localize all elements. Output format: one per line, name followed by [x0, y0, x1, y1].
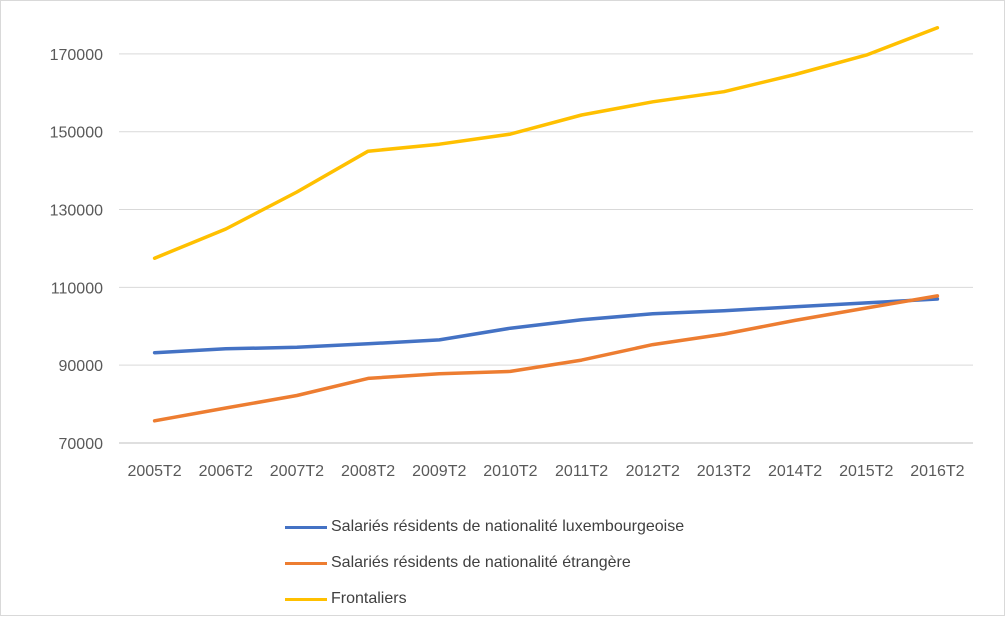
y-tick-label: 170000: [50, 47, 103, 64]
gridlines: [119, 53, 973, 444]
legend-swatch: [285, 561, 327, 565]
legend-item-frontaliers: Frontaliers: [285, 581, 684, 617]
legend-item-etrangere: Salariés résidents de nationalité étrang…: [285, 545, 684, 581]
legend-label: Frontaliers: [331, 590, 407, 607]
x-tick-label: 2013T2: [697, 463, 751, 480]
y-axis-ticks: 70000 90000 110000 130000 150000 170000: [50, 47, 103, 453]
legend: Salariés résidents de nationalité luxemb…: [285, 509, 684, 617]
x-tick-label: 2010T2: [483, 463, 537, 480]
legend-item-luxembourgeois: Salariés résidents de nationalité luxemb…: [285, 509, 684, 545]
legend-swatch: [285, 597, 327, 601]
x-tick-label: 2009T2: [412, 463, 466, 480]
line-chart: 70000 90000 110000 130000 150000 170000 2005T…: [50, 26, 973, 480]
x-axis-ticks: 2005T2 2006T2 2007T2 2008T2 2009T2 2010T2 2011…: [127, 463, 964, 480]
y-tick-label: 150000: [50, 125, 103, 142]
x-tick-label: 2015T2: [839, 463, 893, 480]
y-tick-label: 130000: [50, 203, 103, 220]
legend-swatch: [285, 525, 327, 529]
x-tick-label: 2011T2: [555, 463, 608, 480]
legend-label: Salariés résidents de nationalité luxemb…: [331, 518, 685, 535]
series-line-0: [152, 297, 940, 355]
x-tick-label: 2005T2: [127, 463, 181, 480]
x-tick-label: 2016T2: [910, 463, 964, 480]
series-lines: [152, 26, 940, 423]
y-tick-label: 90000: [59, 358, 104, 375]
x-tick-label: 2012T2: [626, 463, 680, 480]
series-line-2: [152, 26, 940, 260]
x-tick-label: 2008T2: [341, 463, 395, 480]
series-line-1: [152, 294, 940, 423]
x-tick-label: 2007T2: [270, 463, 324, 480]
y-tick-label: 110000: [51, 280, 103, 297]
x-tick-label: 2006T2: [199, 463, 253, 480]
legend-label: Salariés résidents de nationalité étrang…: [331, 554, 631, 571]
y-tick-label: 70000: [59, 436, 104, 453]
x-tick-label: 2014T2: [768, 463, 822, 480]
